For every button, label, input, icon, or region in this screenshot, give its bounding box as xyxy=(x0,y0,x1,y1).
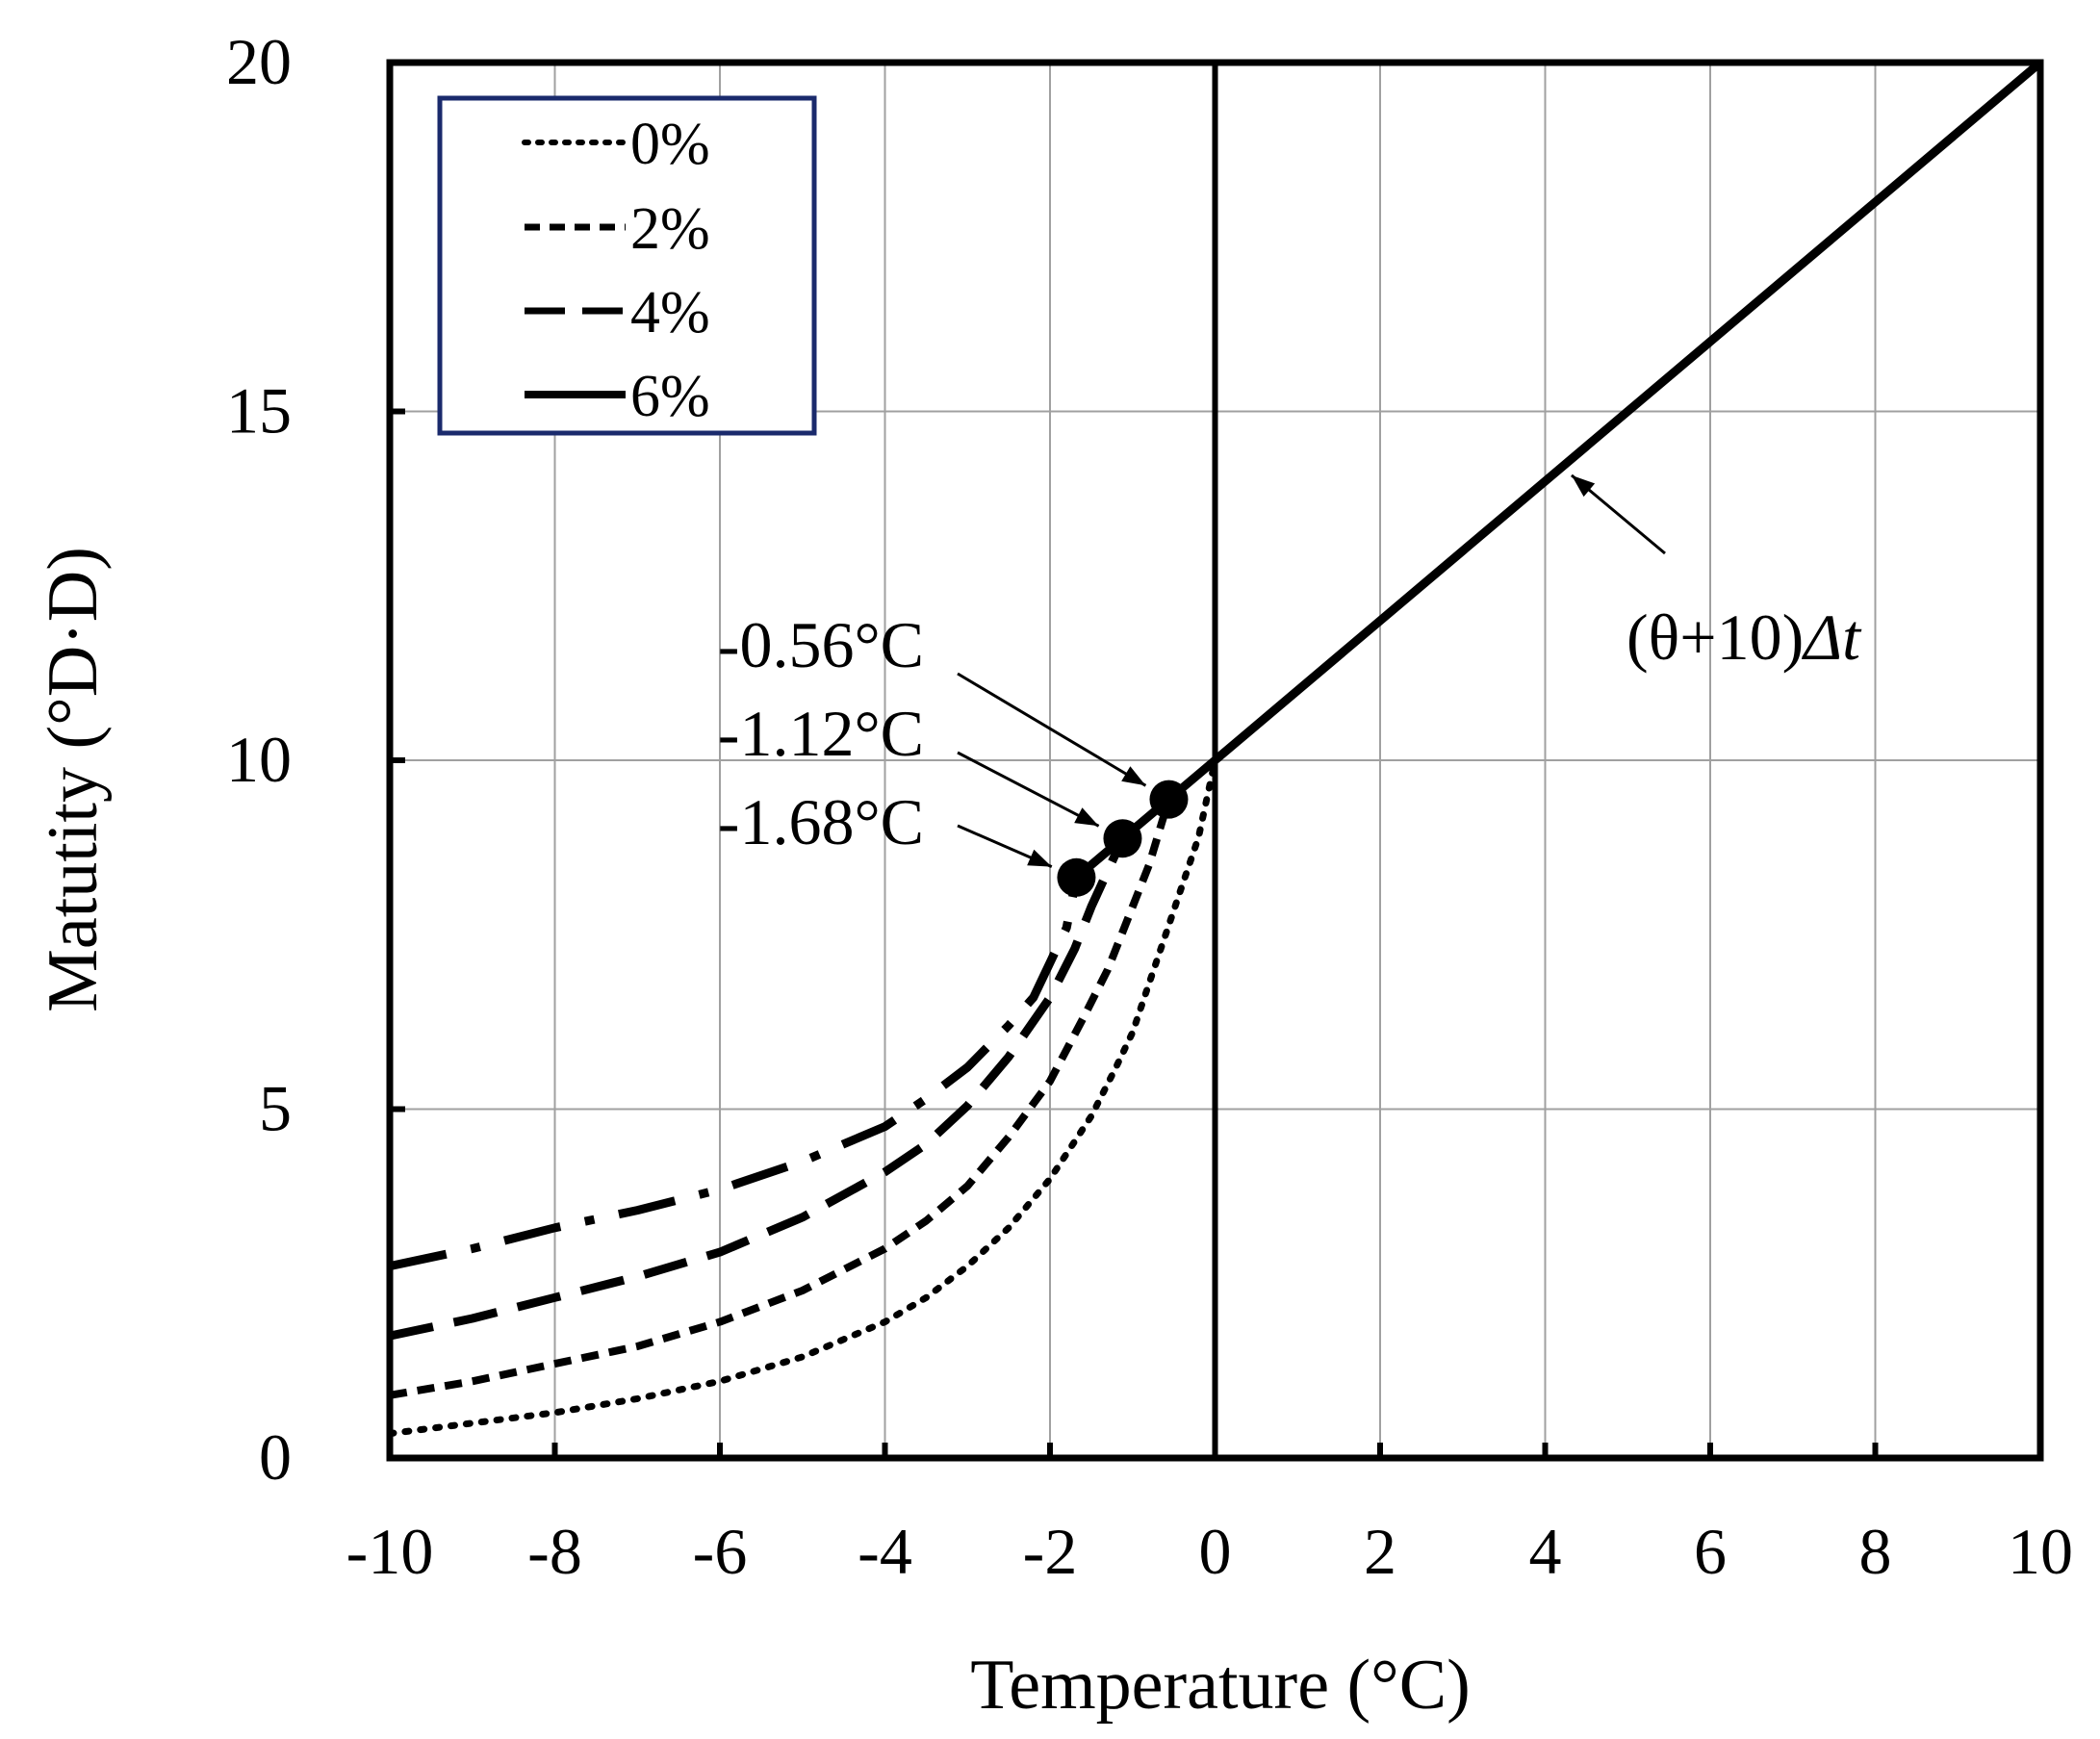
marker-label-3: -1.68°C xyxy=(718,785,924,858)
marker-arrow-0-head xyxy=(1121,766,1146,786)
marker-label-2: -1.12°C xyxy=(718,697,924,770)
legend: 0% 2% 4% 6% xyxy=(437,95,817,436)
series-line-1 xyxy=(389,798,1173,1399)
x-tick-label-7: 4 xyxy=(1529,1515,1562,1588)
y-tick-label-0: 0 xyxy=(259,1420,292,1494)
marker-point-1 xyxy=(1103,819,1142,858)
marker-point-0 xyxy=(1149,780,1189,819)
y-tick-label-4: 20 xyxy=(226,25,292,98)
series-line-2 xyxy=(389,836,1127,1341)
annotation-arrows xyxy=(957,473,1666,868)
y-axis-label: Matutity (°D·D) xyxy=(34,547,113,1012)
marker-arrow-0-shaft xyxy=(957,672,1147,787)
line-annotation-arrow-head xyxy=(1571,474,1596,498)
x-tick-label-2: -6 xyxy=(693,1515,748,1588)
x-tick-label-0: -10 xyxy=(346,1515,434,1588)
legend-label-2: 4% xyxy=(630,280,710,345)
y-tick-label-2: 10 xyxy=(226,723,292,796)
legend-box xyxy=(437,95,817,436)
x-tick-label-8: 6 xyxy=(1694,1515,1727,1588)
marker-point-2 xyxy=(1057,857,1096,897)
axes xyxy=(386,59,2044,1462)
y-tick-label-1: 5 xyxy=(259,1072,292,1145)
line-annotation-italic: Δt xyxy=(1801,601,1862,674)
legend-label-3: 6% xyxy=(630,364,710,429)
y-tick-label-3: 15 xyxy=(226,374,292,448)
tick-labels: -10 -8 -6 -4 -2 0 2 4 6 8 10 0 5 10 15 20 xyxy=(226,25,2073,1588)
x-tick-label-6: 2 xyxy=(1364,1515,1396,1588)
legend-label-0: 0% xyxy=(630,112,710,177)
x-tick-label-5: 0 xyxy=(1199,1515,1232,1588)
series-line-3 xyxy=(389,876,1081,1271)
x-tick-label-10: 10 xyxy=(2008,1515,2073,1588)
x-axis-label: Temperature (°C) xyxy=(970,1646,1471,1725)
x-tick-label-4: -2 xyxy=(1023,1515,1078,1588)
x-tick-label-1: -8 xyxy=(527,1515,582,1588)
x-tick-label-3: -4 xyxy=(858,1515,912,1588)
line-annotation: (θ+10)Δt xyxy=(1626,601,1862,674)
marker-arrow-1-head xyxy=(1074,807,1099,827)
series-line-0 xyxy=(386,756,1218,1438)
line-annotation-main: (θ+10) xyxy=(1626,601,1804,674)
marker-label-1: -0.56°C xyxy=(718,608,924,681)
markers xyxy=(1057,780,1189,897)
annotations: -0.56°C -1.12°C -1.68°C (θ+10)Δt xyxy=(718,473,1862,868)
x-tick-label-9: 8 xyxy=(1859,1515,1892,1588)
marker-arrow-1-shaft xyxy=(957,751,1100,828)
marker-arrow-2-head xyxy=(1027,849,1052,867)
legend-label-1: 2% xyxy=(630,196,710,262)
